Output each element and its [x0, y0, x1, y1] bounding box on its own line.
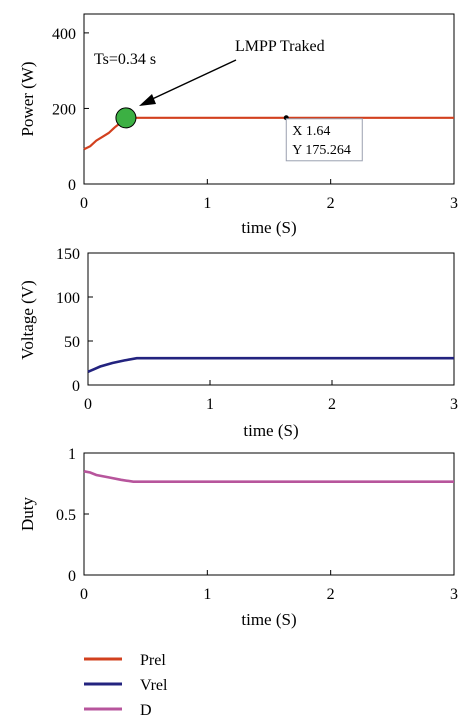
- voltage-x-tick-label: 2: [328, 396, 336, 413]
- power-x-axis-label: time (S): [241, 218, 296, 237]
- lmpp-arrow-line: [147, 59, 237, 102]
- power-x-tick-label: 3: [450, 195, 458, 212]
- voltage-x-tick-label: 1: [206, 396, 214, 413]
- voltage-panel: 0 1 2 3 0 50 100 150 time (S) Voltage (V): [18, 246, 458, 440]
- lmpp-marker: [115, 107, 137, 129]
- voltage-x-tick-label: 0: [84, 396, 92, 413]
- duty-x-tick-label: 2: [327, 586, 335, 603]
- legend-d-label: D: [140, 702, 152, 719]
- lmpp-arrow-head: [139, 94, 156, 106]
- datatip: X 1.64 Y 175.264: [285, 118, 363, 162]
- duty-y-tick-label: 1: [68, 446, 76, 463]
- duty-x-tick-label: 1: [203, 586, 211, 603]
- duty-panel: 0 1 2 3 0 0.5 1 time (S) Duty: [18, 446, 458, 629]
- power-x-tick-label: 2: [327, 195, 335, 212]
- power-panel: Ts=0.34 s LMPP Traked X 1.64 Y 175.264 0…: [18, 13, 458, 237]
- ts-annotation: Ts=0.34 s: [94, 51, 156, 68]
- duty-x-tick-label: 3: [450, 586, 458, 603]
- legend-vrel-label: Vrel: [140, 677, 168, 694]
- duty-x-tick-label: 0: [80, 586, 88, 603]
- voltage-y-tick-label: 0: [72, 378, 80, 395]
- datatip-y-label: Y 175.264: [292, 143, 351, 158]
- voltage-x-tick-label: 3: [450, 396, 458, 413]
- duty-plot-area: [83, 452, 455, 576]
- power-x-tick-label: 0: [80, 195, 88, 212]
- power-plot-area: [83, 13, 455, 185]
- voltage-y-axis-label: Voltage (V): [18, 280, 37, 359]
- power-y-axis-label: Power (W): [18, 61, 37, 136]
- voltage-x-axis-label: time (S): [243, 421, 298, 440]
- power-y-tick-label: 200: [52, 101, 76, 118]
- duty-y-tick-label: 0: [68, 568, 76, 585]
- power-x-tick-label: 1: [203, 195, 211, 212]
- legend: Prel Vrel D: [84, 652, 168, 719]
- voltage-y-tick-label: 150: [56, 246, 80, 263]
- vrel-series-line: [87, 356, 454, 373]
- voltage-y-tick-label: 100: [56, 290, 80, 307]
- d-series-line: [83, 470, 454, 484]
- voltage-y-tick-label: 50: [64, 334, 80, 351]
- duty-x-axis-label: time (S): [241, 610, 296, 629]
- voltage-plot-area: [87, 252, 455, 386]
- duty-y-axis-label: Duty: [18, 497, 37, 532]
- legend-prel-label: Prel: [140, 652, 166, 669]
- datatip-x-label: X 1.64: [292, 124, 330, 139]
- lmpp-annotation: LMPP Traked: [235, 38, 325, 55]
- duty-y-tick-label: 0.5: [56, 507, 76, 524]
- datatip-box: [285, 118, 363, 162]
- power-y-tick-label: 0: [68, 177, 76, 194]
- power-y-tick-label: 400: [52, 26, 76, 43]
